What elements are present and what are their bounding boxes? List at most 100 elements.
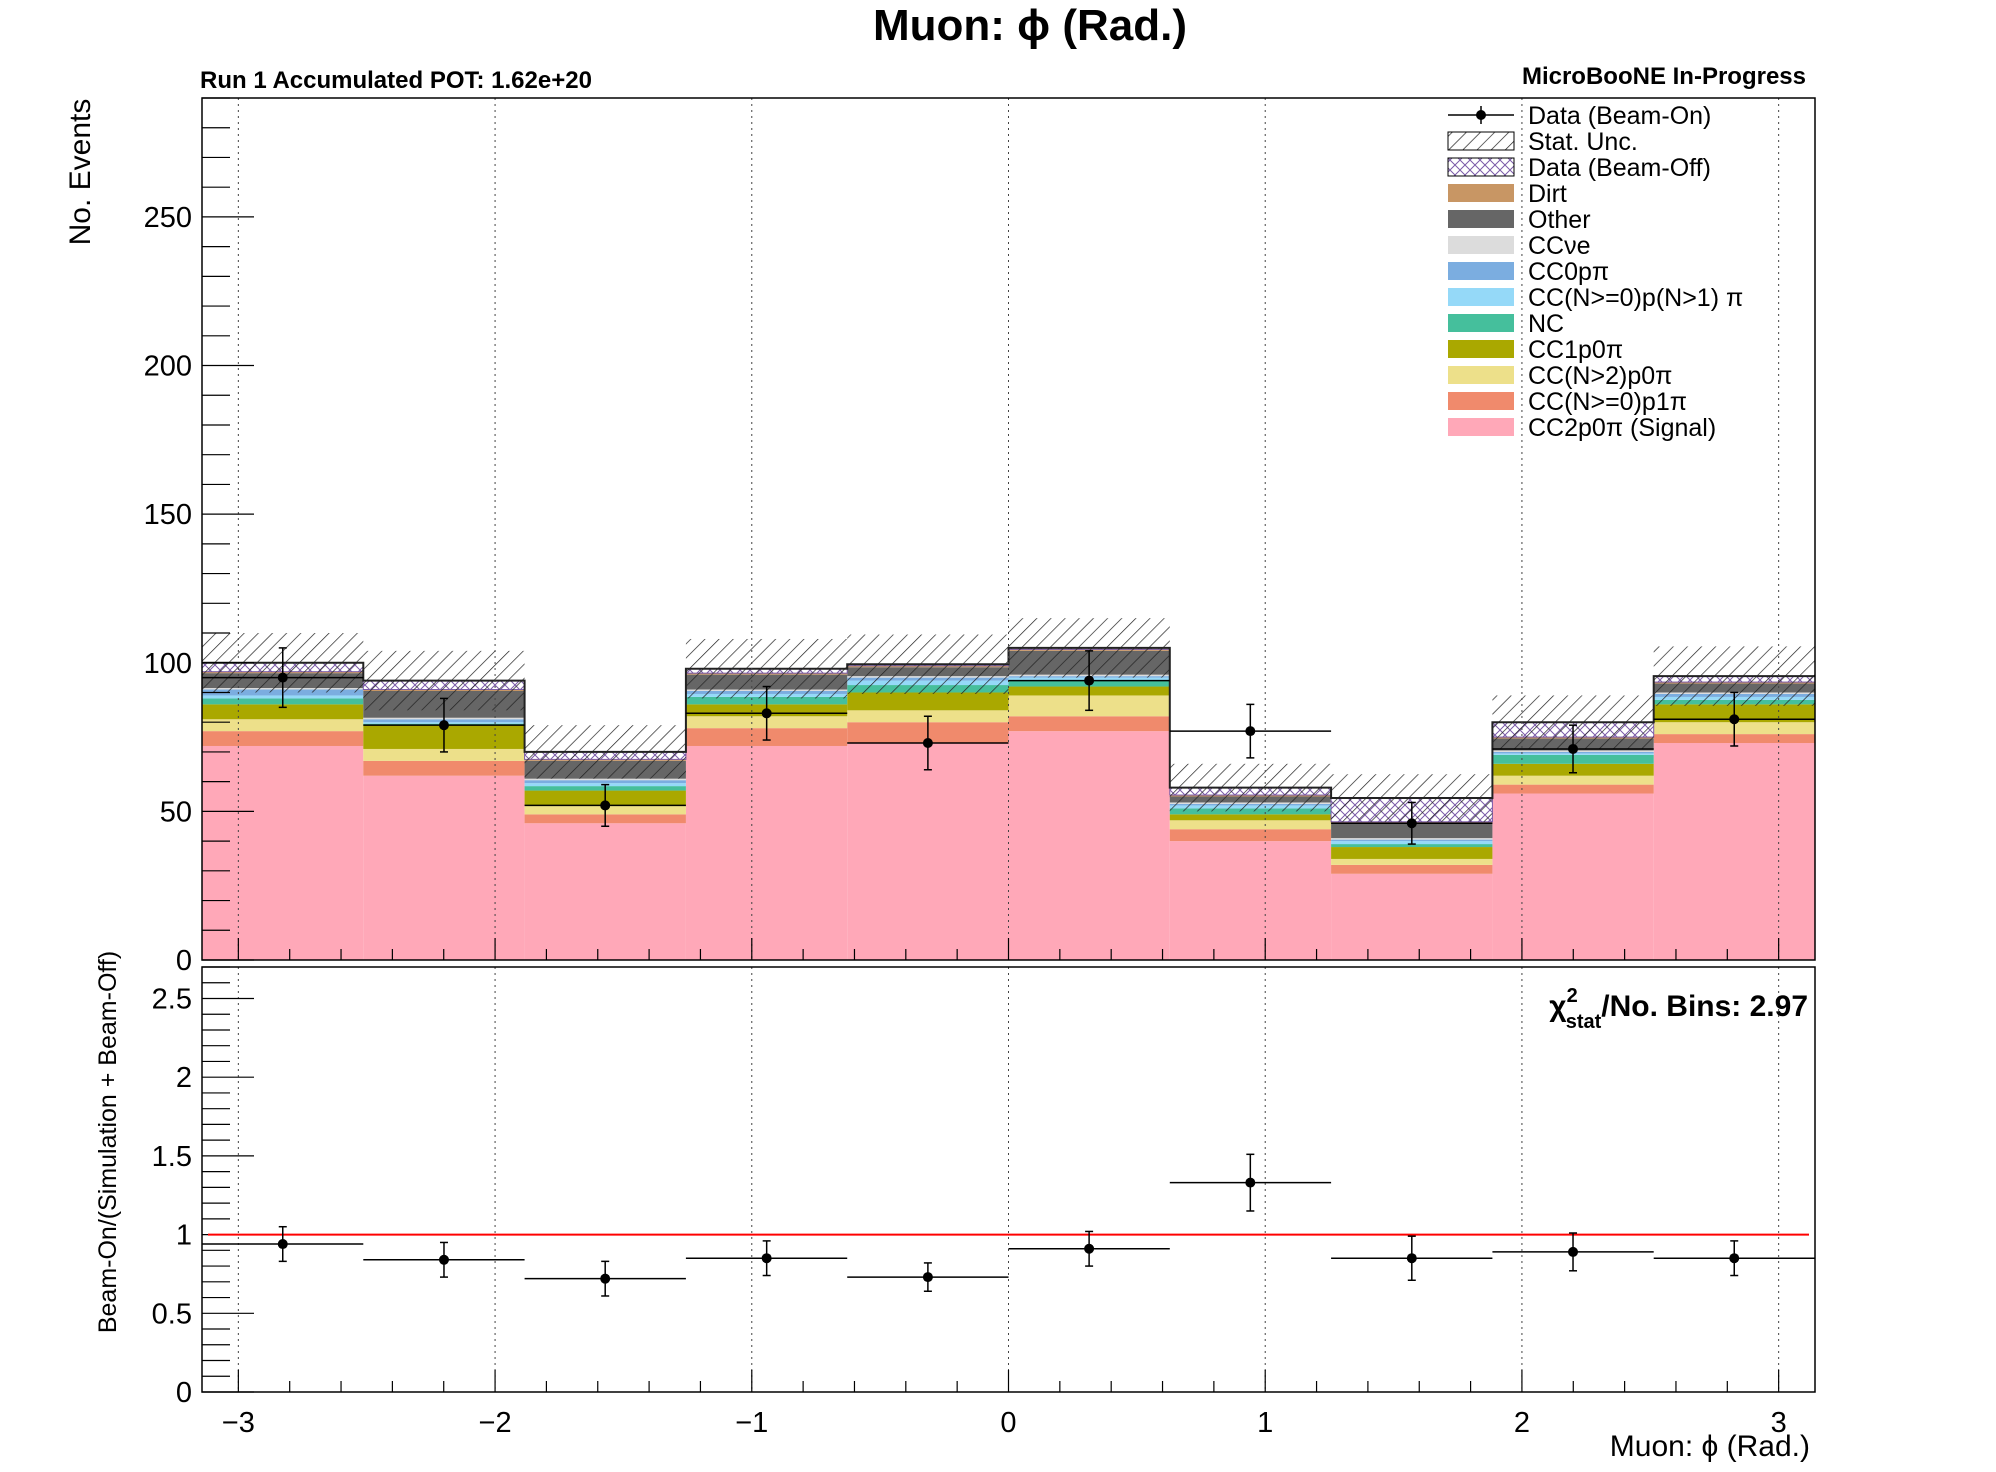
bar-cc-n-2-p0--0 [202,719,364,732]
legend-item: CC(N>2)p0π [1448,362,1672,390]
ratio-y-axis-title: Beam-On/(Simulation + Beam-Off) [94,951,122,1333]
ratio-point-5 [1084,1243,1095,1254]
stat-unc-band-6 [1169,763,1332,812]
legend-swatch [1448,288,1514,306]
ratio-point-1 [438,1254,449,1265]
legend-item: Dirt [1448,180,1567,208]
bar-cc-n-0-p1--1 [363,760,525,776]
x-tick-label: 3 [1771,1407,1787,1439]
data-point-7 [1406,818,1417,829]
data-point-6 [1245,726,1256,737]
bar-cc0p--2 [524,780,686,784]
legend-item: NC [1448,310,1564,338]
legend-item: Data (Beam-Off) [1447,154,1711,182]
chart-title: Muon: ϕ (Rad.) [873,1,1187,50]
legend-item: Other [1448,206,1591,234]
y-tick-label: 100 [144,648,192,680]
ratio-y-tick-label: 0 [176,1377,192,1409]
legend-label: CC(N>=0)p1π [1528,388,1687,416]
legend-label: CC1p0π [1528,336,1623,364]
legend-label: NC [1528,310,1564,338]
data-point-8 [1568,743,1579,754]
legend-label: CC(N>=0)p(N>1) π [1528,284,1743,312]
bar-nc-6 [1169,808,1332,815]
legend-swatch [1448,236,1514,254]
ratio-y-tick-label: 1 [176,1220,192,1252]
ratio-y-tick-label: 2 [176,1062,192,1094]
ratio-point-2 [600,1273,611,1284]
legend-label: CCνe [1528,232,1591,260]
legend-item: CC(N>=0)p(N>1) π [1448,284,1743,312]
y-tick-label: 150 [144,499,192,531]
data-point-4 [922,738,933,749]
chi2-annotation: χ2 stat/No. Bins: 2.97 [1549,985,1808,1033]
bar-cc-n-0-p1--0 [202,731,364,746]
legend-item: CC1p0π [1448,336,1623,364]
bar-cc-n-2-p0--6 [1169,820,1332,830]
data-point-2 [600,800,611,811]
legend-item: CC2p0π (Signal) [1448,414,1716,442]
data-point-1 [438,720,449,731]
legend-item: Data (Beam-On) [1448,102,1711,130]
y-axis-title: No. Events [64,99,97,246]
y-tick-label: 250 [144,202,192,234]
ratio-point-7 [1406,1253,1417,1264]
bar-cc-n-0-p1--6 [1169,829,1332,842]
x-tick-label: 1 [1257,1407,1273,1439]
legend-swatch [1447,131,1515,151]
legend-label: CC0pπ [1528,258,1609,286]
ratio-y-tick-label: 1.5 [152,1141,192,1173]
bar-cc2p0-signal--6 [1169,841,1332,960]
legend-marker [1476,110,1486,120]
legend-item: Stat. Unc. [1447,128,1638,156]
bar-cc-n-0-p1--8 [1492,784,1654,794]
bar-cc-n-2-p0--7 [1331,858,1493,865]
ratio-point-8 [1568,1246,1579,1257]
bar-cc-n-0-p1--7 [1331,864,1493,874]
y-tick-label: 200 [144,351,192,383]
bar-cc-n-0-p1--5 [1008,716,1170,732]
ratio-plot-panel: 0 0.5 1 1.5 2 2.5 −3 −2 −1 0 1 2 3 [152,966,1816,1439]
ratio-y-tick-label: 0.5 [152,1298,192,1330]
main-plot-panel: 0 50 100 150 200 250 [144,97,1816,977]
data-point-9 [1729,714,1740,725]
ratio-point-0 [277,1239,288,1250]
y-tick-label: 0 [176,945,192,977]
bar-cc2p0-signal--9 [1653,743,1815,960]
legend-item: CC(N>=0)p1π [1448,388,1687,416]
bar-cc1p0--4 [847,692,1009,711]
legend-swatch [1448,418,1514,436]
data-point-0 [277,672,288,683]
collab-label: MicroBooNE In-Progress [1522,63,1806,90]
run-label: Run 1 Accumulated POT: 1.62e+20 [200,67,592,94]
x-tick-label: 2 [1514,1407,1530,1439]
bar-cc-e-2 [524,778,686,781]
legend-label: Dirt [1528,180,1567,208]
legend-label: Stat. Unc. [1528,128,1638,156]
bar-cc2p0-signal--4 [847,743,1009,960]
bar-cc1p0--7 [1331,847,1493,859]
data-point-3 [761,708,772,719]
bar-cc2p0-signal--0 [202,745,364,960]
bar-cc-n-2-p0--1 [363,748,525,761]
legend-swatch [1447,157,1515,177]
x-axis-title: Muon: ϕ (Rad.) [1610,1430,1810,1463]
legend-swatch [1448,210,1514,228]
bar-cc2p0-signal--5 [1008,731,1170,960]
x-tick-label: −3 [222,1407,255,1439]
ratio-point-9 [1729,1253,1740,1264]
legend-label: Other [1528,206,1591,234]
ratio-point-6 [1245,1177,1256,1188]
bar-nc-7 [1331,844,1493,848]
legend-swatch [1448,366,1514,384]
x-tick-label: −2 [479,1407,512,1439]
legend-swatch [1448,340,1514,358]
legend-label: Data (Beam-On) [1528,102,1711,130]
ratio-y-tick-label: 2.5 [152,983,192,1015]
x-tick-label: 0 [1000,1407,1016,1439]
legend: Data (Beam-On)Stat. Unc.Data (Beam-Off)D… [1447,102,1743,442]
bar-cc2p0-signal--8 [1492,793,1654,960]
bar-cc2p0-signal--7 [1331,873,1493,960]
legend-label: CC(N>2)p0π [1528,362,1672,390]
